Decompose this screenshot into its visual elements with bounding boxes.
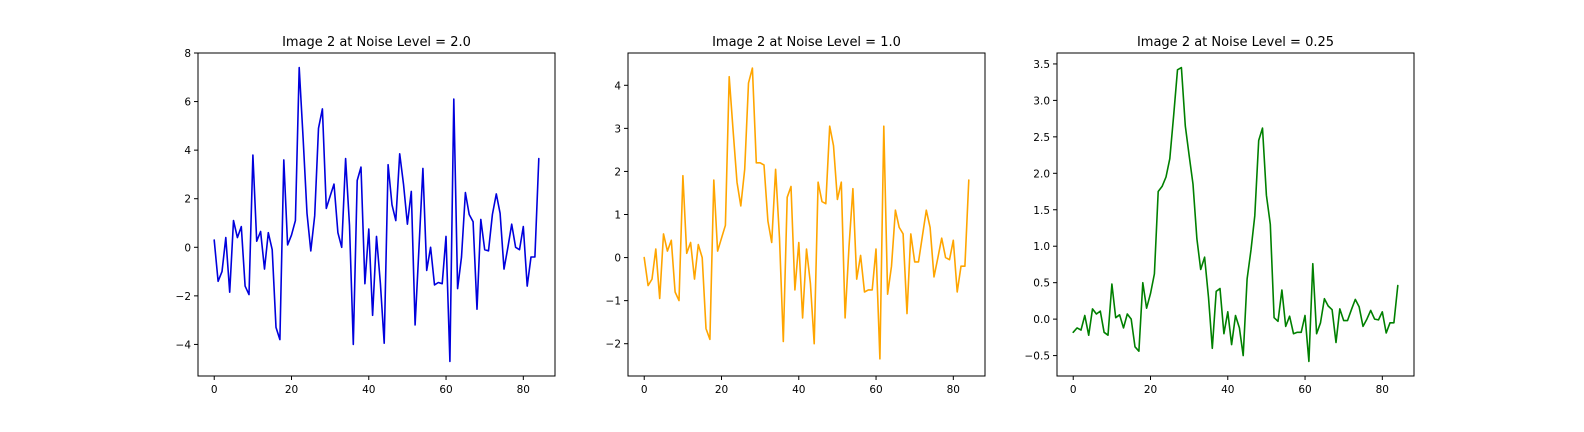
x-tick-label: 80 [947, 384, 960, 396]
y-tick-label: −1 [606, 296, 621, 308]
x-tick-label: 20 [715, 384, 728, 396]
plot-frame [197, 52, 556, 377]
y-tick-label: −2 [176, 291, 191, 303]
y-tick-label: 4 [614, 80, 621, 92]
x-tick-label: 20 [1144, 384, 1157, 396]
plot-frame [1056, 52, 1415, 377]
y-tick-label: 0 [614, 253, 621, 265]
y-tick-label: −4 [176, 339, 192, 351]
series-line [1072, 66, 1399, 363]
x-tick-label: 0 [1070, 384, 1077, 396]
x-tick-label: 80 [1376, 384, 1389, 396]
series-line [213, 66, 540, 363]
y-tick-label: 3 [614, 123, 621, 135]
y-tick-label: 2 [184, 194, 191, 206]
x-tick-label: 20 [285, 384, 298, 396]
chart-noise-0-25: Image 2 at Noise Level = 0.25 0 20 40 60 80 −… [1025, 35, 1415, 396]
y-tick-label: 2.0 [1033, 168, 1050, 180]
x-tick-label: 40 [362, 384, 375, 396]
y-tick-label: 2.5 [1033, 132, 1050, 144]
plot-frame [627, 52, 986, 377]
y-tick-label: 0.5 [1033, 278, 1050, 290]
y-tick-label: 0 [184, 242, 191, 254]
x-tick-label: 60 [869, 384, 882, 396]
y-tick-label: 4 [184, 145, 191, 157]
tick-group: 0 20 40 60 80 −4 −2 0 2 4 6 8 [176, 48, 530, 396]
x-tick-label: 60 [439, 384, 452, 396]
tick-group: 0 20 40 60 80 −2 −1 0 1 2 3 4 [606, 80, 960, 396]
chart-noise-1-0: Image 2 at Noise Level = 1.0 0 20 40 60 80−2… [606, 35, 986, 396]
x-tick-label: 0 [641, 384, 648, 396]
x-tick-label: 80 [517, 384, 530, 396]
y-tick-label: 1 [614, 210, 621, 222]
x-tick-label: 60 [1298, 384, 1311, 396]
y-tick-label: −0.5 [1025, 351, 1051, 363]
y-tick-label: −2 [606, 339, 621, 351]
y-tick-label: 3.0 [1033, 95, 1050, 107]
y-tick-label: 0.0 [1033, 314, 1050, 326]
y-tick-label: 1.0 [1033, 241, 1050, 253]
tick-group: 0 20 40 60 80 −0.5 0.0 0.5 1.0 1.5 2.0 2.5 3.0 3.5 [1025, 59, 1390, 396]
x-tick-label: 40 [1221, 384, 1234, 396]
y-tick-label: 8 [184, 48, 191, 60]
y-tick-label: 3.5 [1033, 59, 1050, 71]
series-line [643, 67, 970, 360]
x-tick-label: 0 [211, 384, 218, 396]
chart-title: Image 2 at Noise Level = 1.0 [712, 35, 901, 50]
chart-title: Image 2 at Noise Level = 2.0 [282, 35, 471, 50]
y-tick-label: 6 [184, 97, 191, 109]
chart-noise-2-0: Image 2 at Noise Level = 2.0 0 20 40 60 80−4… [176, 35, 556, 396]
x-tick-label: 40 [792, 384, 805, 396]
y-tick-label: 1.5 [1033, 205, 1050, 217]
chart-title: Image 2 at Noise Level = 0.25 [1137, 35, 1334, 50]
y-tick-label: 2 [614, 166, 621, 178]
